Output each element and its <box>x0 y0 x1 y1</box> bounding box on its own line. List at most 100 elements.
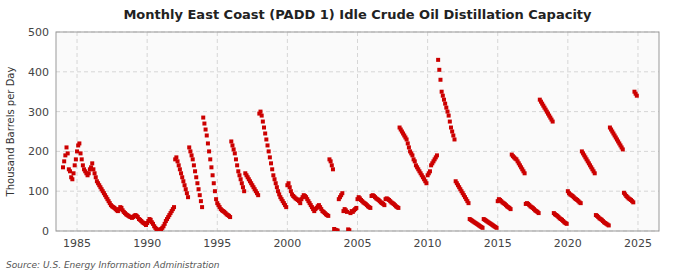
x-grid-line <box>637 32 638 231</box>
y-tick-label: 0 <box>42 225 49 238</box>
point <box>70 177 74 181</box>
point <box>191 157 195 161</box>
point <box>179 171 183 175</box>
x-tick-label: 2010 <box>414 237 442 250</box>
point <box>209 165 213 169</box>
point <box>260 114 264 118</box>
point <box>172 205 176 209</box>
point <box>73 163 77 167</box>
point <box>256 193 260 197</box>
point <box>444 106 448 110</box>
point <box>198 193 202 197</box>
x-tick-label: 2025 <box>624 237 652 250</box>
point <box>259 110 263 114</box>
point <box>79 151 83 155</box>
grid <box>56 32 659 231</box>
title: Monthly East Coast (PADD 1) Idle Crude O… <box>123 7 592 22</box>
point <box>202 122 206 126</box>
y-tick-label: 100 <box>28 185 49 198</box>
point <box>93 171 97 175</box>
point <box>77 141 81 145</box>
point <box>448 120 452 124</box>
point <box>211 173 215 177</box>
point <box>288 185 292 189</box>
point <box>187 145 191 149</box>
point <box>233 151 237 155</box>
point <box>330 163 334 167</box>
point <box>449 126 453 130</box>
point <box>232 147 236 151</box>
point <box>284 205 288 209</box>
point <box>94 175 98 179</box>
point <box>407 145 411 149</box>
plot-area <box>56 32 659 231</box>
point <box>274 181 278 185</box>
point <box>267 149 271 153</box>
point <box>270 167 274 171</box>
point <box>185 191 189 195</box>
point <box>228 215 232 219</box>
point <box>266 143 270 147</box>
point <box>495 226 499 230</box>
point <box>201 116 205 120</box>
point <box>214 197 218 201</box>
y-axis-label: Thousand Barrels per Day <box>5 67 16 198</box>
point <box>438 78 442 82</box>
point <box>450 130 454 134</box>
point <box>195 181 199 185</box>
point <box>635 94 639 98</box>
point <box>241 185 245 189</box>
point <box>298 201 302 205</box>
point <box>184 187 188 191</box>
point <box>213 189 217 193</box>
point <box>565 222 569 226</box>
point <box>523 171 527 175</box>
point <box>242 189 246 193</box>
point <box>382 203 386 207</box>
point <box>178 167 182 171</box>
point <box>229 139 233 143</box>
point <box>406 141 410 145</box>
x-grid-line <box>77 32 78 231</box>
point <box>81 163 85 167</box>
point <box>340 191 344 195</box>
point <box>181 179 185 183</box>
point <box>631 200 635 204</box>
point <box>200 205 204 209</box>
point <box>208 157 212 161</box>
x-tick-label: 2020 <box>554 237 582 250</box>
point <box>188 149 192 153</box>
point <box>405 137 409 141</box>
point <box>62 159 66 163</box>
chart: 0100200300400500198519901995200020052010… <box>0 0 675 275</box>
point <box>190 153 194 157</box>
point <box>66 151 70 155</box>
point <box>331 167 335 171</box>
point <box>87 171 91 175</box>
point <box>262 126 266 130</box>
point <box>347 228 351 231</box>
point <box>447 114 451 118</box>
page: {"chart_data": { "type": "scatter", "tit… <box>0 0 675 275</box>
point <box>206 141 210 145</box>
point <box>212 181 216 185</box>
background <box>0 0 675 275</box>
x-tick-label: 1985 <box>63 237 91 250</box>
point <box>509 207 513 211</box>
point <box>193 169 197 173</box>
point <box>442 98 446 102</box>
point <box>65 145 69 149</box>
point <box>264 137 268 141</box>
y-tick-label: 200 <box>28 145 49 158</box>
point <box>354 206 358 210</box>
point <box>180 175 184 179</box>
point <box>537 211 541 215</box>
point <box>261 120 265 124</box>
point <box>74 157 78 161</box>
point <box>183 183 187 187</box>
x-grid-line <box>287 32 288 231</box>
point <box>451 133 455 137</box>
point <box>621 147 625 151</box>
point <box>579 201 583 205</box>
point <box>205 133 209 137</box>
